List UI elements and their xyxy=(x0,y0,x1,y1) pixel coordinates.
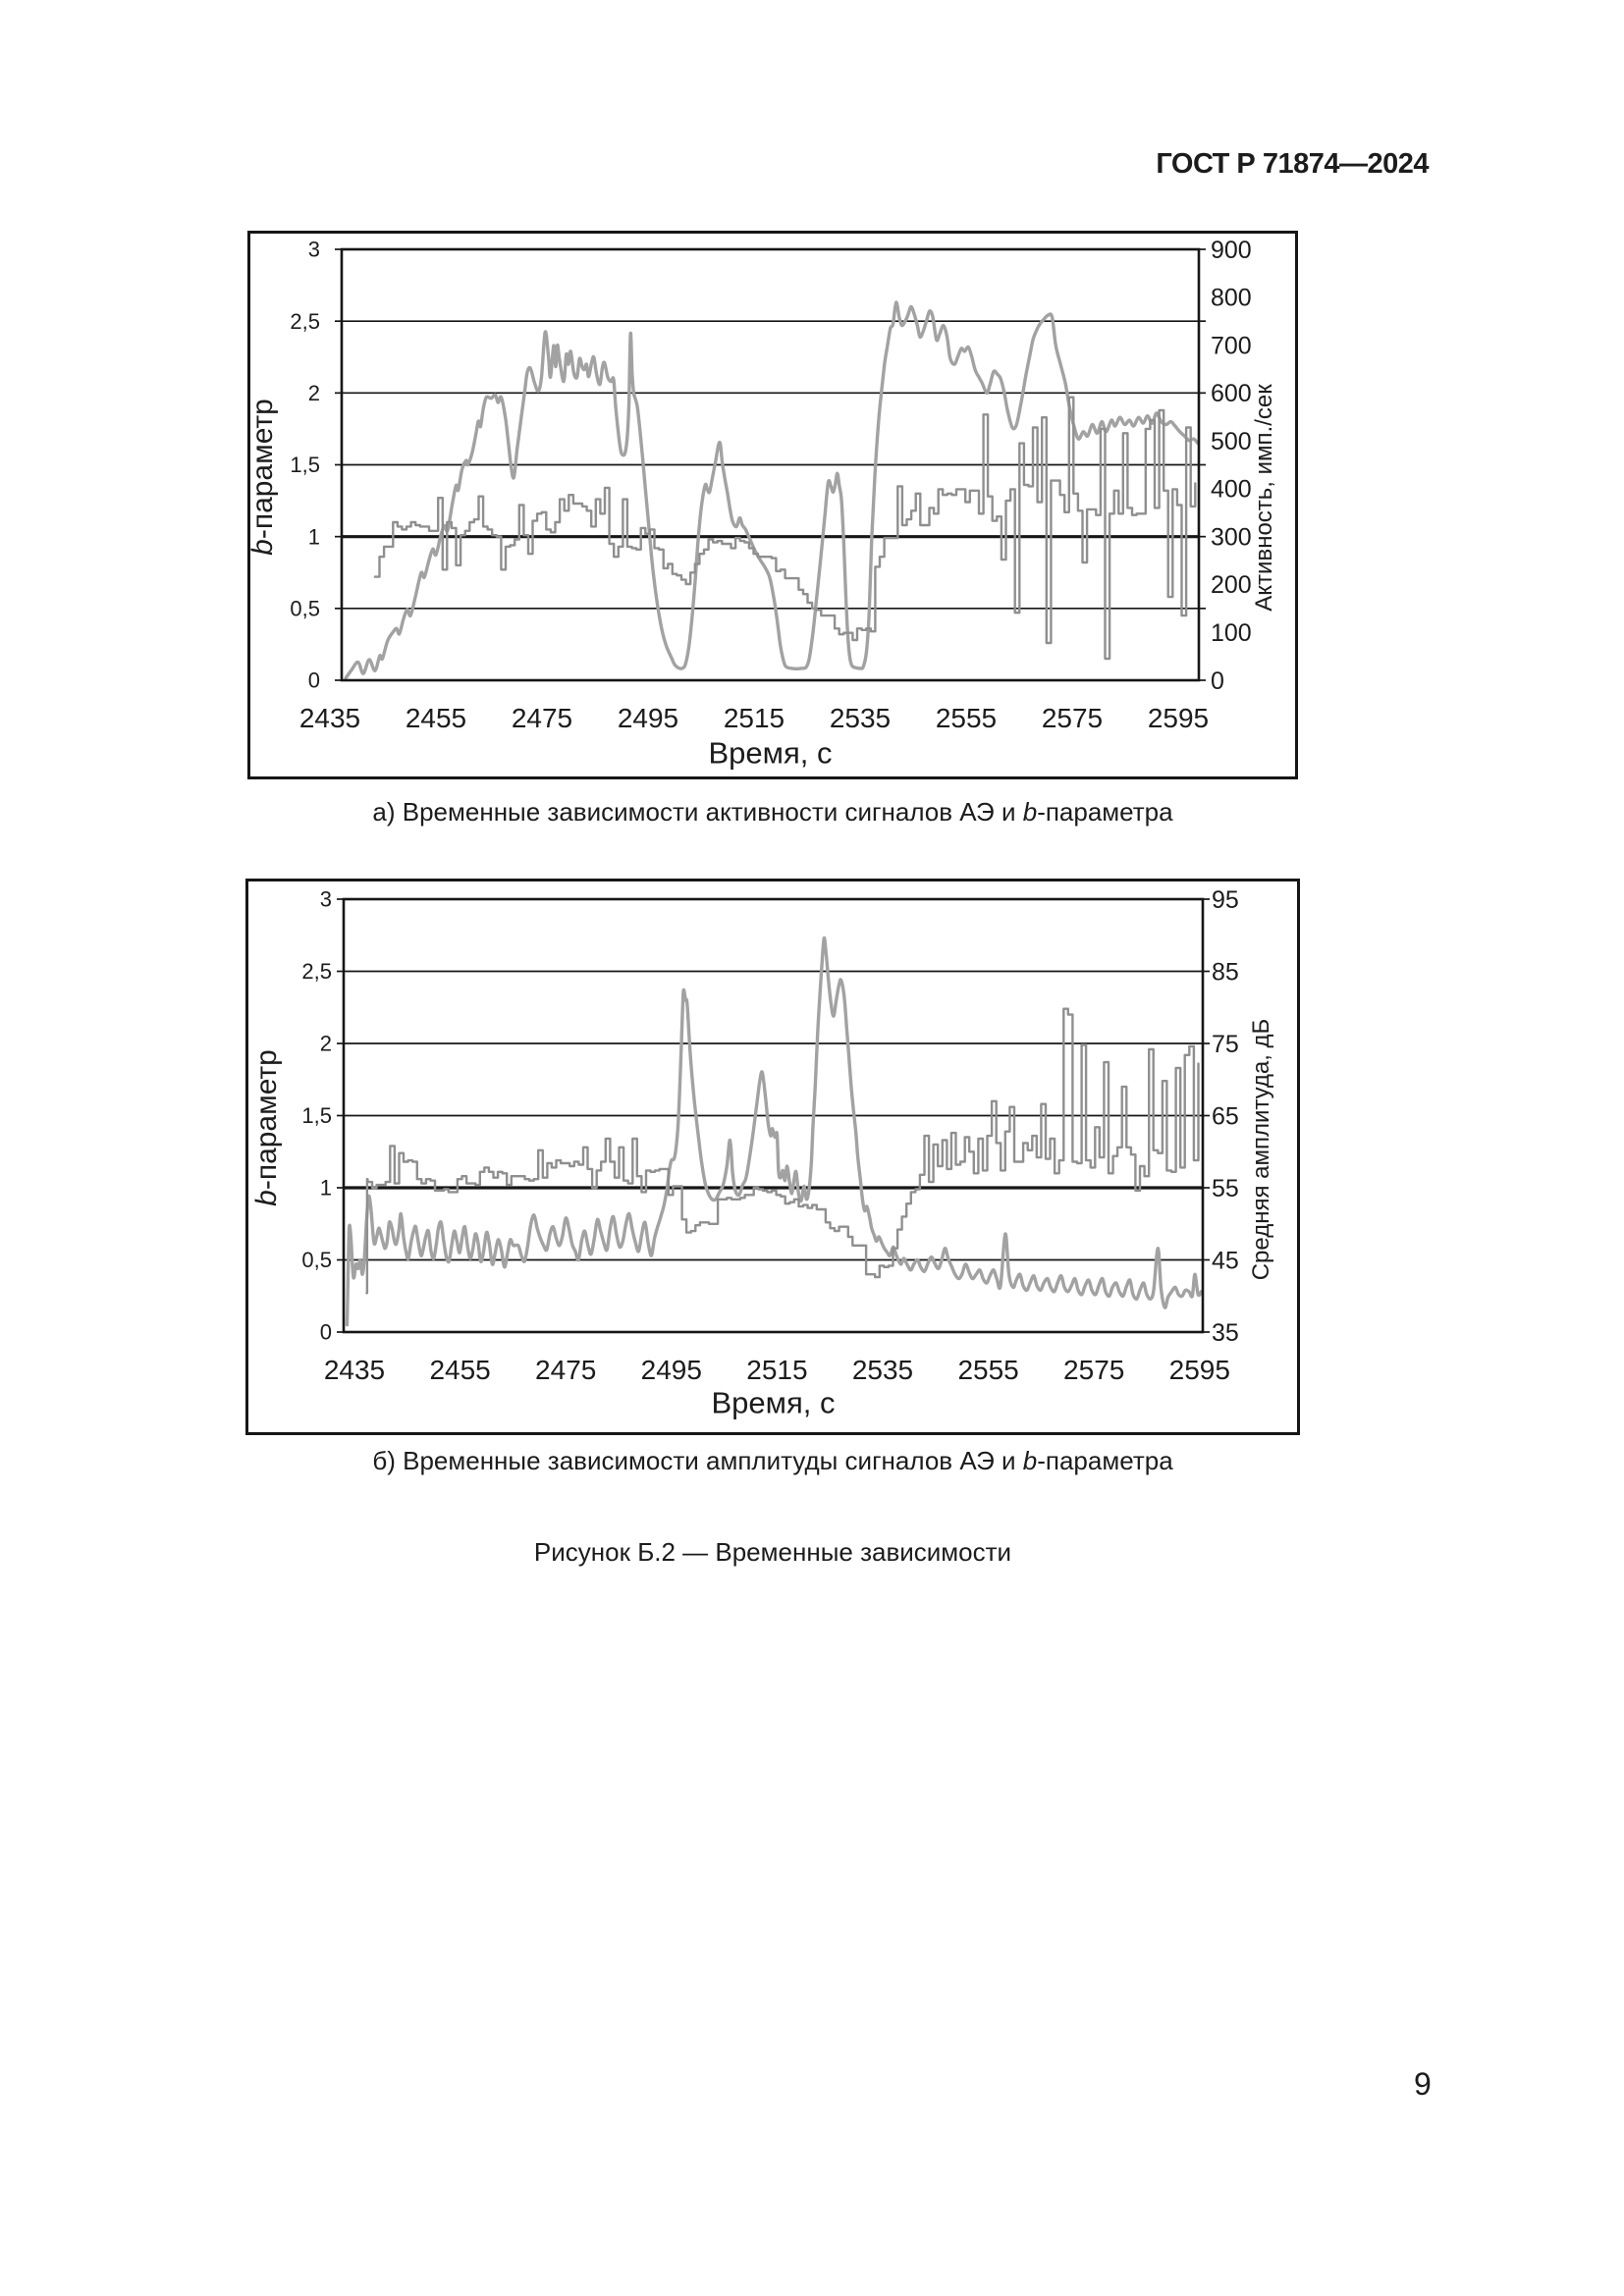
right-axis-title: Средняя амплитуда, дБ xyxy=(1248,1019,1274,1281)
right-tick-label: 75 xyxy=(1212,1031,1239,1058)
chart-a-series-activity xyxy=(344,300,1199,680)
right-tick-label: 200 xyxy=(1211,571,1252,599)
left-tick-label: 2 xyxy=(320,1032,332,1056)
right-tick-label: 95 xyxy=(1212,886,1239,914)
right-tick-label: 0 xyxy=(1211,667,1224,695)
x-tick-label: 2475 xyxy=(535,1355,596,1385)
caption-b: б) Временные зависимости амплитуды сигна… xyxy=(372,1446,1173,1475)
right-tick-label: 800 xyxy=(1211,285,1252,312)
right-tick-label: 700 xyxy=(1211,332,1252,359)
right-tick-label: 35 xyxy=(1212,1319,1239,1347)
left-tick-label: 0 xyxy=(308,668,320,693)
right-tick-label: 900 xyxy=(1211,237,1252,264)
caption-a: а) Временные зависимости активности сигн… xyxy=(372,797,1173,827)
x-tick-label: 2495 xyxy=(618,703,678,733)
chart-b-amplitude-and-b-parameter: 3 2,5 2 1,5 1 0,5 0 95 85 75 65 55 45 35 2435 2455 2475 2… xyxy=(157,859,1388,1548)
document-header: ГОСТ Р 71874—2024 xyxy=(1156,148,1429,180)
x-tick-label: 2435 xyxy=(299,703,360,733)
x-tick-label: 2455 xyxy=(429,1355,490,1385)
left-tick-label: 2,5 xyxy=(290,309,320,334)
x-tick-label: 2515 xyxy=(724,703,785,733)
right-tick-label: 600 xyxy=(1211,380,1252,407)
right-tick-label: 85 xyxy=(1212,958,1239,986)
right-tick-label: 45 xyxy=(1212,1247,1239,1274)
x-tick-label: 2535 xyxy=(852,1355,913,1385)
x-tick-label: 2495 xyxy=(641,1355,702,1385)
plot-frame xyxy=(342,897,1205,1334)
x-tick-label: 2555 xyxy=(936,703,997,733)
chart-a-activity-and-b-parameter: 3 2,5 2 1,5 1 0,5 0 900 800 700 600 500 400 300 200 100… xyxy=(159,211,1386,892)
x-tick-label: 2575 xyxy=(1042,703,1103,733)
left-tick-label: 0 xyxy=(320,1320,332,1345)
left-tick-label: 1 xyxy=(320,1176,332,1201)
right-tick-label: 55 xyxy=(1212,1175,1239,1202)
left-tick-label: 2 xyxy=(308,381,320,405)
left-tick-label: 3 xyxy=(320,887,332,912)
page-number: 9 xyxy=(1414,2066,1432,2102)
x-tick-label: 2555 xyxy=(957,1355,1018,1385)
chart-b-series-mean-amplitude xyxy=(345,935,1203,1327)
x-axis-title: Время, с xyxy=(712,1386,836,1420)
right-tick-label: 100 xyxy=(1211,619,1252,647)
left-tick-label: 1,5 xyxy=(290,453,320,477)
left-tick-label: 3 xyxy=(308,238,320,262)
x-tick-label: 2595 xyxy=(1148,703,1209,733)
x-axis-title: Время, с xyxy=(709,736,833,771)
x-tick-label: 2535 xyxy=(830,703,891,733)
left-tick-label: 0,5 xyxy=(301,1248,332,1272)
plot-frame xyxy=(340,247,1201,682)
right-tick-label: 500 xyxy=(1211,428,1252,455)
chart-b-series-b-parameter xyxy=(365,1007,1200,1295)
chart-a-series-b-parameter xyxy=(373,396,1197,661)
chart-outer-border xyxy=(247,231,1298,779)
right-axis-title: Активность, имп./сек xyxy=(1251,384,1277,612)
right-tick-label: 300 xyxy=(1211,523,1252,551)
chart-a-svg: 3 2,5 2 1,5 1 0,5 0 900 800 700 600 500 400 300 200 100… xyxy=(246,231,1298,779)
x-tick-label: 2455 xyxy=(406,703,466,733)
x-tick-label: 2475 xyxy=(512,703,572,733)
figure-caption: Рисунок Б.2 — Временные зависимости xyxy=(533,1537,1012,1567)
chart-outer-border xyxy=(245,879,1300,1435)
left-axis-title: b-параметр xyxy=(246,399,279,556)
left-tick-label: 2,5 xyxy=(301,959,332,984)
x-tick-label: 2575 xyxy=(1063,1355,1124,1385)
x-tick-label: 2515 xyxy=(746,1355,807,1385)
left-axis-title: b-параметр xyxy=(250,1049,283,1206)
x-tick-label: 2435 xyxy=(324,1355,385,1385)
left-tick-label: 1 xyxy=(308,524,320,549)
right-tick-label: 65 xyxy=(1212,1102,1239,1130)
x-tick-label: 2595 xyxy=(1169,1355,1230,1385)
chart-b-svg: 3 2,5 2 1,5 1 0,5 0 95 85 75 65 55 45 35 2435 2455 2475 2… xyxy=(245,879,1300,1435)
left-tick-label: 1,5 xyxy=(301,1103,332,1128)
left-tick-label: 0,5 xyxy=(290,597,320,621)
right-tick-label: 400 xyxy=(1211,476,1252,504)
